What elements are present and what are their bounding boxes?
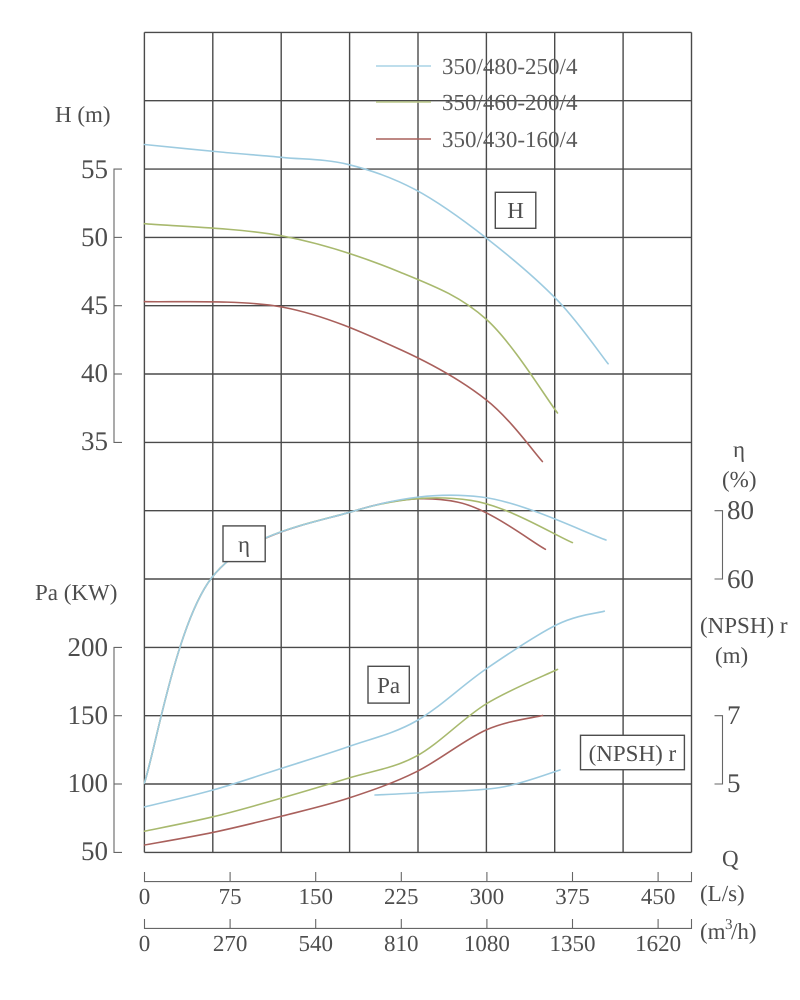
svg-text:(m: (m xyxy=(700,919,726,944)
svg-text:45: 45 xyxy=(81,290,108,320)
svg-text:35: 35 xyxy=(81,426,108,456)
svg-text:810: 810 xyxy=(384,931,419,956)
svg-text:150: 150 xyxy=(68,700,109,730)
svg-text:40: 40 xyxy=(81,358,108,388)
svg-text:300: 300 xyxy=(470,884,505,909)
svg-text:375: 375 xyxy=(555,884,590,909)
svg-text:150: 150 xyxy=(298,884,333,909)
svg-text:50: 50 xyxy=(81,836,108,866)
svg-text:Pa: Pa xyxy=(377,673,400,698)
svg-text:0: 0 xyxy=(139,931,151,956)
svg-text:1350: 1350 xyxy=(550,931,596,956)
svg-text:Pa (KW): Pa (KW) xyxy=(35,580,117,605)
svg-text:(NPSH) r: (NPSH) r xyxy=(589,741,677,766)
svg-text:350/430-160/4: 350/430-160/4 xyxy=(442,127,578,152)
svg-text:/h): /h) xyxy=(731,919,757,944)
svg-text:η: η xyxy=(733,437,745,462)
svg-text:450: 450 xyxy=(641,884,676,909)
svg-text:H: H xyxy=(507,198,524,223)
svg-text:60: 60 xyxy=(727,564,754,594)
svg-text:7: 7 xyxy=(727,700,741,730)
svg-text:50: 50 xyxy=(81,222,108,252)
svg-text:540: 540 xyxy=(298,931,333,956)
svg-text:55: 55 xyxy=(81,154,108,184)
svg-text:5: 5 xyxy=(727,768,741,798)
svg-text:0: 0 xyxy=(139,884,151,909)
svg-text:80: 80 xyxy=(727,495,754,525)
svg-text:350/480-250/4: 350/480-250/4 xyxy=(442,54,578,79)
svg-text:270: 270 xyxy=(213,931,248,956)
svg-text:(L/s): (L/s) xyxy=(700,881,745,906)
svg-text:(m): (m) xyxy=(715,643,748,668)
svg-text:(%): (%) xyxy=(722,467,756,492)
svg-text:η: η xyxy=(238,532,250,557)
svg-text:225: 225 xyxy=(384,884,419,909)
svg-text:Q: Q xyxy=(722,846,739,871)
svg-text:75: 75 xyxy=(219,884,242,909)
svg-text:350/460-200/4: 350/460-200/4 xyxy=(442,90,578,115)
svg-text:H (m): H (m) xyxy=(55,102,111,127)
svg-text:1620: 1620 xyxy=(635,931,681,956)
svg-text:200: 200 xyxy=(68,632,109,662)
svg-text:100: 100 xyxy=(68,768,109,798)
svg-text:1080: 1080 xyxy=(464,931,510,956)
svg-text:(NPSH) r: (NPSH) r xyxy=(700,613,788,638)
